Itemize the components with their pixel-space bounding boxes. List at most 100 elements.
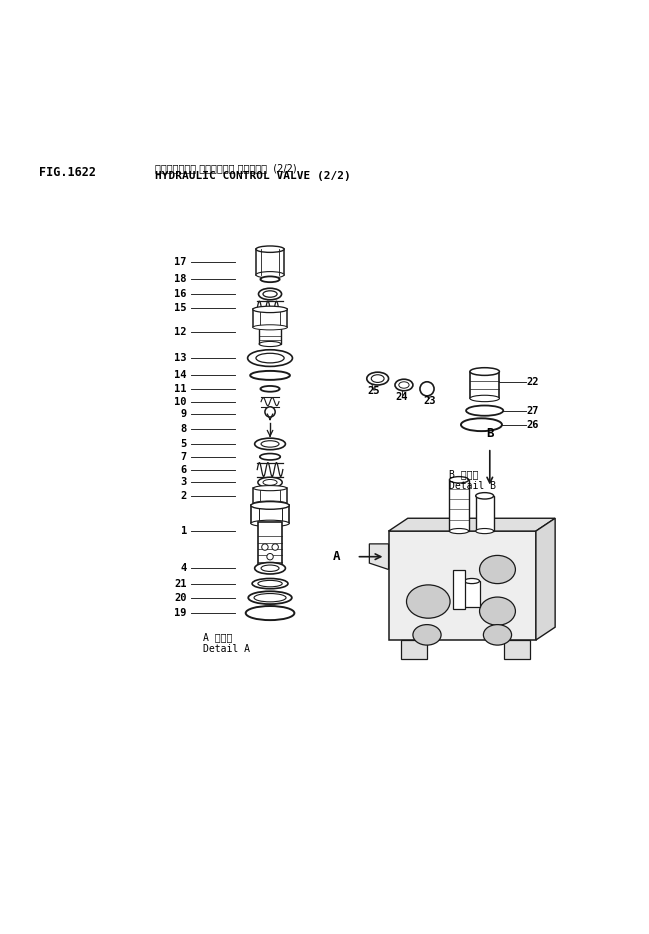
Bar <box>476 496 494 531</box>
Text: ハイト゜ロック コントロール ハ゜ルフ゜  (2/2): ハイト゜ロック コントロール ハ゜ルフ゜ (2/2) <box>154 163 297 173</box>
Bar <box>470 372 499 399</box>
Ellipse shape <box>246 606 295 620</box>
Text: 23: 23 <box>423 396 436 406</box>
Text: 26: 26 <box>526 419 539 430</box>
Ellipse shape <box>258 477 282 488</box>
Ellipse shape <box>260 386 280 391</box>
Text: 15: 15 <box>175 304 187 313</box>
Ellipse shape <box>263 479 277 486</box>
Text: A 詳細図
Detail A: A 詳細図 Detail A <box>202 632 250 654</box>
Ellipse shape <box>480 597 515 625</box>
Polygon shape <box>401 640 427 659</box>
Bar <box>449 480 469 531</box>
Ellipse shape <box>253 486 287 490</box>
Ellipse shape <box>256 353 284 363</box>
Ellipse shape <box>251 502 289 509</box>
Text: 19: 19 <box>175 608 187 618</box>
Ellipse shape <box>258 289 282 300</box>
Text: 7: 7 <box>180 452 187 461</box>
Bar <box>252 309 288 327</box>
Ellipse shape <box>484 625 511 645</box>
Ellipse shape <box>261 441 279 447</box>
Text: B 詳細図
Detail B: B 詳細図 Detail B <box>449 469 496 490</box>
Ellipse shape <box>249 591 292 604</box>
Ellipse shape <box>248 349 293 366</box>
Ellipse shape <box>261 565 279 572</box>
Ellipse shape <box>464 578 480 584</box>
Ellipse shape <box>470 368 499 375</box>
Circle shape <box>267 554 273 559</box>
Bar <box>464 581 480 607</box>
Ellipse shape <box>258 580 282 587</box>
Ellipse shape <box>254 438 286 449</box>
Ellipse shape <box>252 578 288 588</box>
Ellipse shape <box>253 501 287 506</box>
Circle shape <box>272 544 278 550</box>
Text: 11: 11 <box>175 384 187 394</box>
Text: 6: 6 <box>180 464 187 474</box>
Text: 12: 12 <box>175 328 187 337</box>
Text: 13: 13 <box>175 353 187 363</box>
Text: 20: 20 <box>175 593 187 602</box>
Text: 16: 16 <box>175 289 187 299</box>
Text: 21: 21 <box>175 578 187 588</box>
Text: 22: 22 <box>526 376 539 387</box>
Text: FIG.1622: FIG.1622 <box>40 166 97 179</box>
Text: A: A <box>333 550 341 563</box>
Ellipse shape <box>395 379 413 390</box>
Ellipse shape <box>263 290 277 297</box>
Ellipse shape <box>406 585 450 618</box>
Ellipse shape <box>254 593 286 601</box>
Text: 1: 1 <box>180 526 187 536</box>
Text: 8: 8 <box>180 423 187 433</box>
Circle shape <box>265 407 275 417</box>
Polygon shape <box>536 518 555 640</box>
Polygon shape <box>389 531 536 640</box>
Text: 27: 27 <box>526 405 539 416</box>
Ellipse shape <box>480 556 515 584</box>
Text: B: B <box>486 427 493 440</box>
Ellipse shape <box>449 476 469 483</box>
Text: 25: 25 <box>367 387 380 396</box>
Text: 9: 9 <box>180 409 187 419</box>
Text: 14: 14 <box>175 371 187 380</box>
Ellipse shape <box>470 395 499 402</box>
Ellipse shape <box>476 492 494 499</box>
Text: 24: 24 <box>395 392 408 403</box>
Ellipse shape <box>371 375 384 382</box>
Ellipse shape <box>254 562 286 574</box>
Text: 5: 5 <box>180 439 187 449</box>
Ellipse shape <box>259 342 281 347</box>
Ellipse shape <box>252 325 288 330</box>
Text: 4: 4 <box>180 563 187 573</box>
Ellipse shape <box>256 246 284 252</box>
Text: 2: 2 <box>180 491 187 501</box>
Ellipse shape <box>449 529 469 533</box>
Ellipse shape <box>399 382 409 389</box>
Text: 17: 17 <box>175 257 187 267</box>
Ellipse shape <box>466 405 503 416</box>
Polygon shape <box>369 544 389 570</box>
Circle shape <box>262 544 268 550</box>
Ellipse shape <box>413 625 441 645</box>
Bar <box>258 522 282 568</box>
Ellipse shape <box>476 529 494 533</box>
Ellipse shape <box>250 371 290 380</box>
Ellipse shape <box>251 520 289 527</box>
Bar <box>452 570 465 609</box>
Ellipse shape <box>258 565 282 572</box>
Circle shape <box>420 382 434 396</box>
Bar <box>256 249 284 275</box>
Text: 10: 10 <box>175 397 187 406</box>
Bar <box>259 326 281 344</box>
Ellipse shape <box>252 306 288 313</box>
Bar <box>253 488 287 503</box>
Polygon shape <box>389 518 555 531</box>
Ellipse shape <box>461 418 502 432</box>
Ellipse shape <box>260 454 280 460</box>
Text: 18: 18 <box>175 275 187 284</box>
Ellipse shape <box>367 372 389 385</box>
Text: HYDRAULIC CONTROL VALVE (2/2): HYDRAULIC CONTROL VALVE (2/2) <box>154 171 350 181</box>
Bar <box>251 505 289 523</box>
Polygon shape <box>504 640 530 659</box>
